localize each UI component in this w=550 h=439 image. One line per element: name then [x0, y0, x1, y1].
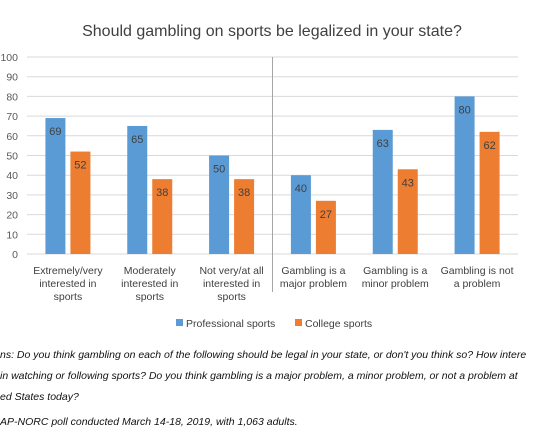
source-note: AP-NORC poll conducted March 14-18, 2019…	[0, 416, 298, 428]
y-tick-label: 0	[12, 249, 18, 261]
chart-title: Should gambling on sports be legalized i…	[82, 23, 462, 40]
data-label: 38	[238, 187, 250, 199]
question-note-line-3: ed States today?	[0, 391, 79, 403]
data-label: 50	[213, 164, 225, 176]
bar	[315, 200, 336, 254]
y-tick-label: 60	[6, 131, 18, 143]
data-label: 40	[295, 183, 307, 195]
bar	[372, 129, 393, 254]
x-tick-label: Moderately interested in sports	[121, 265, 178, 303]
bar	[290, 175, 311, 254]
y-axis-ticks: 0 10 20 30 40 50 60 70 80 90 100	[0, 52, 18, 261]
x-tick-label: Gambling is not a problem	[441, 265, 514, 290]
data-label: 63	[377, 138, 389, 150]
legend-swatch	[176, 319, 183, 326]
chart: Should gambling on sports be legalized i…	[0, 23, 518, 330]
legend: Professional sports College sports	[176, 318, 372, 330]
bar	[70, 151, 91, 254]
question-note-line-2: in watching or following sports? Do you …	[0, 370, 518, 382]
bar	[479, 131, 500, 254]
y-tick-label: 70	[6, 111, 18, 123]
bar	[454, 96, 475, 255]
question-note-line-1: ns: Do you think gambling on each of the…	[0, 349, 527, 361]
data-label: 27	[320, 209, 332, 221]
x-tick-label: Gambling is a minor problem	[362, 265, 429, 290]
bar	[127, 125, 148, 254]
y-tick-label: 20	[6, 210, 18, 222]
y-tick-label: 100	[0, 52, 18, 64]
bar	[209, 155, 230, 254]
bar	[397, 169, 418, 254]
y-tick-label: 10	[6, 229, 18, 241]
y-tick-label: 50	[6, 151, 18, 163]
data-label: 38	[156, 187, 168, 199]
bar	[45, 118, 66, 254]
y-tick-label: 90	[6, 72, 18, 84]
data-labels: 69 52 65 38 50 38 40 27 63 43 80 62	[49, 104, 495, 220]
gridlines	[27, 56, 518, 292]
x-axis-labels: Extremely/very interested in sports Moderat…	[33, 265, 513, 303]
x-tick-label: Not very/at all interested in sports	[199, 265, 263, 303]
bar	[152, 179, 173, 254]
y-tick-label: 40	[6, 170, 18, 182]
data-label: 43	[402, 177, 414, 189]
y-tick-label: 80	[6, 91, 18, 103]
bar	[234, 179, 255, 254]
data-label: 69	[49, 126, 61, 138]
legend-label: College sports	[305, 318, 372, 330]
x-tick-label: Gambling is a major problem	[280, 265, 347, 290]
x-tick-label: Extremely/very interested in sports	[33, 265, 103, 303]
data-label: 80	[458, 104, 470, 116]
data-label: 62	[483, 140, 495, 152]
bars	[45, 96, 500, 255]
data-label: 65	[131, 134, 143, 146]
data-label: 52	[74, 160, 86, 172]
legend-label: Professional sports	[186, 318, 275, 330]
y-tick-label: 30	[6, 190, 18, 202]
legend-swatch	[295, 319, 302, 326]
